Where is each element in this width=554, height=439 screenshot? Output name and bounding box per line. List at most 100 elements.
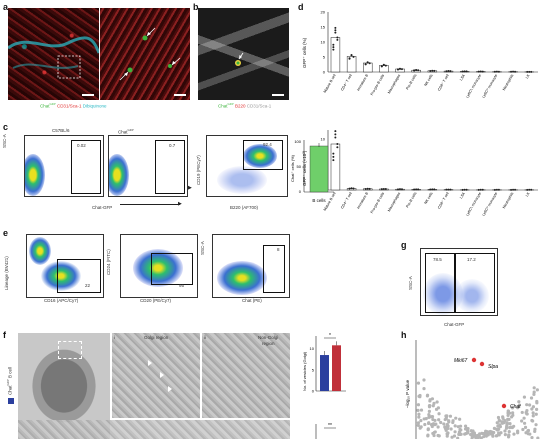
volcano-point (522, 416, 526, 420)
dot-chart-d2-11-2 (514, 188, 517, 191)
legend-b-cd31: CD31/Sca-1 (245, 103, 272, 109)
volcano-point (426, 433, 430, 437)
flow-plot-c1: 0.02 (24, 135, 104, 197)
volcano-point (501, 416, 505, 420)
volcano-point (503, 432, 507, 437)
volcano-point (478, 432, 482, 436)
dot-chart-d2-10-1 (495, 188, 498, 191)
flow-c1-ylabel: SSC-A (2, 134, 7, 148)
volcano-point (453, 424, 457, 428)
gene-point-slpa (479, 361, 485, 367)
volcano-point (463, 424, 468, 428)
dot-chart-d1-11-2 (514, 70, 517, 73)
volcano-point (510, 405, 515, 409)
volcano-point (532, 390, 536, 394)
volcano-point (508, 426, 512, 430)
xlabel-chart-d1-11: Neutrophils (502, 73, 515, 91)
dot-chart-d2-12-0 (526, 188, 529, 191)
bar-chart-d1-1 (346, 56, 357, 73)
dot-chart-d1-9-0 (477, 70, 480, 73)
volcano-point (417, 412, 421, 416)
dot-chart-d2-5-1 (415, 188, 418, 191)
volcano-point (456, 436, 460, 439)
volcano-point (445, 414, 449, 418)
dot-chart-d2-1-2 (352, 187, 355, 190)
volcano-point (419, 425, 423, 429)
panel-label-g: g (401, 240, 407, 250)
ftick-0: 10 (310, 346, 315, 351)
dot-chart-d2-11-0 (510, 188, 513, 191)
dot-chart-d2-1-1 (350, 187, 353, 190)
volcano-point (424, 417, 428, 421)
dot-chart-d2-0-6 (332, 152, 335, 155)
legend-a-sca1: /Sca-1 (68, 103, 82, 109)
dot-chart-d1-1-4 (350, 53, 353, 56)
volcano-point (497, 419, 502, 423)
gate-c3: 92.4 (263, 142, 272, 147)
ylabel-chart-d2: GFP⁺ cells (×10³) (302, 150, 307, 186)
gene-label-slpa: Slpa (488, 364, 498, 370)
gene-point-chat (501, 403, 507, 409)
flow-e2-ylabel: CD24 (FITC) (106, 249, 111, 275)
xlabel-chart-d1-7: CD8⁺ T cell (437, 73, 450, 91)
dot-chart-d2-5-2 (417, 188, 420, 191)
flow-g-ylabel: SSC-A (408, 276, 413, 290)
dot-chart-d1-6-1 (431, 69, 434, 72)
dot-chart-d1-4-2 (400, 68, 403, 71)
dot-chart-d2-4-2 (400, 188, 403, 191)
tem-bottom-row (18, 420, 290, 439)
volcano-point (458, 427, 462, 432)
volcano-point (454, 416, 458, 420)
legend-a-chat: Chat (40, 103, 50, 109)
dot-chart-d1-0-1 (334, 31, 337, 34)
xlabel-chart-d1-9: Ly6Cʰᵢ monocyte (465, 74, 482, 99)
volcano-point (529, 396, 534, 400)
gene-label-chat: Chat (510, 404, 521, 410)
flow-c1-title: C57BL/6 (52, 128, 70, 133)
volcano-point (452, 434, 457, 438)
volcano-point (521, 427, 525, 432)
volcano-point (458, 417, 462, 421)
dot-chart-d1-3-3 (380, 65, 383, 68)
dot-chart-d2-8-0 (461, 188, 464, 191)
volcano-point (447, 420, 451, 424)
volcano-point (430, 422, 434, 426)
arrow-gate-icon: ▶ (188, 185, 192, 191)
tem-nongolgi-sub: ii (204, 335, 206, 340)
dot-chart-d2-4-0 (396, 188, 399, 191)
xlabel-chart-d1-5: Pre-B cells (405, 73, 417, 90)
xlabel-chart-d1-3: Pro-pre-B cells (370, 73, 385, 96)
volcano-point (508, 421, 512, 426)
dot-chart-d2-2-1 (366, 187, 369, 190)
dot-chart-d1-6-2 (433, 69, 436, 72)
volcano-point (500, 421, 505, 425)
ctick-0: 100 (294, 139, 301, 144)
dot-chart-d2-5-0 (413, 188, 416, 191)
dot-chart-d1-2-2 (368, 62, 371, 65)
volcano-point (427, 421, 431, 425)
volcano-point (448, 414, 453, 418)
volcano-point (498, 425, 502, 429)
xlabel-chart-d2-5: Pre-B cells (405, 191, 417, 208)
flow-plot-g: 78.5 17.2 (420, 248, 498, 316)
tem-nongolgi-label-2: region (262, 341, 275, 346)
volcano-point (473, 434, 477, 438)
dot-chart-d2-0-4 (334, 133, 337, 136)
panel-label-h: h (401, 330, 407, 340)
flow-plot-e2: 95 (120, 234, 198, 298)
dot-chart-d2-2-0 (364, 187, 367, 190)
dot-chart-d2-10-2 (497, 188, 500, 191)
volcano-point (442, 422, 446, 426)
dot-chart-d2-4-1 (398, 188, 401, 191)
flow-plot-c3: 92.4 (206, 135, 288, 197)
dot-chart-d2-2-2 (368, 187, 371, 190)
volcano-point (423, 422, 427, 427)
gate-e3: 8 (277, 247, 280, 252)
volcano-point (511, 411, 515, 415)
volcano-point (522, 395, 527, 399)
volcano-point (505, 421, 509, 425)
volcano-point (496, 415, 501, 420)
dot-chart-d2-3-1 (382, 187, 385, 190)
volcano-point (536, 436, 540, 439)
volcano-point (496, 424, 500, 428)
